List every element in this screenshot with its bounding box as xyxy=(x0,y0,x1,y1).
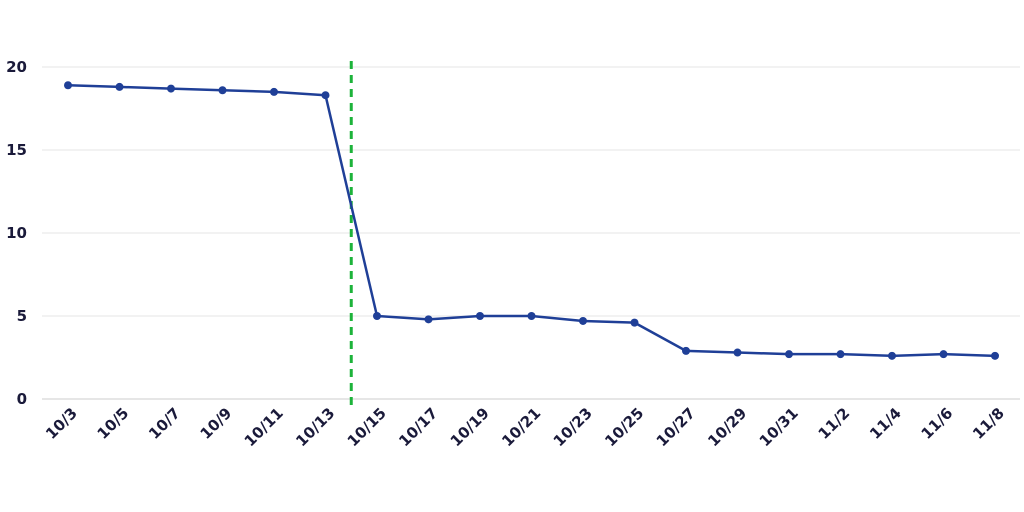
y-tick-label: 5 xyxy=(17,307,27,325)
data-point xyxy=(115,82,124,91)
data-point xyxy=(167,84,175,93)
x-tick-label: 10/15 xyxy=(344,404,390,450)
x-tick-label: 10/25 xyxy=(601,404,647,450)
data-point xyxy=(476,312,484,320)
data-point xyxy=(579,316,587,325)
x-tick-label: 10/31 xyxy=(756,404,802,450)
data-point xyxy=(373,312,381,320)
y-tick-label: 10 xyxy=(6,224,27,242)
data-point xyxy=(785,350,793,359)
x-tick-label: 10/19 xyxy=(447,404,493,450)
x-tick-label: 10/13 xyxy=(292,404,338,450)
data-point xyxy=(270,87,278,96)
y-tick-label: 20 xyxy=(6,58,27,76)
x-tick-label: 11/4 xyxy=(866,404,905,443)
data-point xyxy=(939,350,948,359)
data-point xyxy=(64,81,72,90)
x-tick-label: 10/27 xyxy=(653,404,699,450)
x-tick-label: 10/17 xyxy=(395,404,441,450)
data-point xyxy=(888,351,896,360)
x-tick-label: 10/23 xyxy=(550,404,596,450)
grid-lines xyxy=(42,66,1020,400)
x-tick-label: 11/6 xyxy=(918,404,957,443)
y-tick-label: 0 xyxy=(17,390,27,408)
x-tick-label: 10/21 xyxy=(498,404,544,450)
data-point xyxy=(218,86,227,95)
data-point xyxy=(321,91,330,100)
x-tick-label: 11/2 xyxy=(815,404,854,443)
x-tick-label: 10/5 xyxy=(94,404,133,443)
x-tick-label: 11/8 xyxy=(969,404,1008,443)
x-tick-label: 10/29 xyxy=(704,404,750,450)
data-point xyxy=(424,315,433,324)
data-point xyxy=(733,348,742,357)
data-point xyxy=(527,312,536,320)
series-group xyxy=(64,81,999,360)
x-tick-label: 10/3 xyxy=(42,404,81,443)
x-tick-label: 10/11 xyxy=(241,404,287,450)
x-tick-label: 10/7 xyxy=(145,404,184,443)
data-point xyxy=(630,318,639,327)
y-tick-labels: 0 5 10 15 20 xyxy=(6,58,27,408)
x-tick-labels: 10/3 10/5 10/7 10/9 10/11 10/13 10/15 10/17 10/1… xyxy=(42,404,1008,450)
data-point xyxy=(836,350,845,359)
data-point xyxy=(682,346,690,355)
x-tick-label: 10/9 xyxy=(197,404,236,443)
data-point xyxy=(991,351,999,360)
y-tick-label: 15 xyxy=(6,141,27,159)
